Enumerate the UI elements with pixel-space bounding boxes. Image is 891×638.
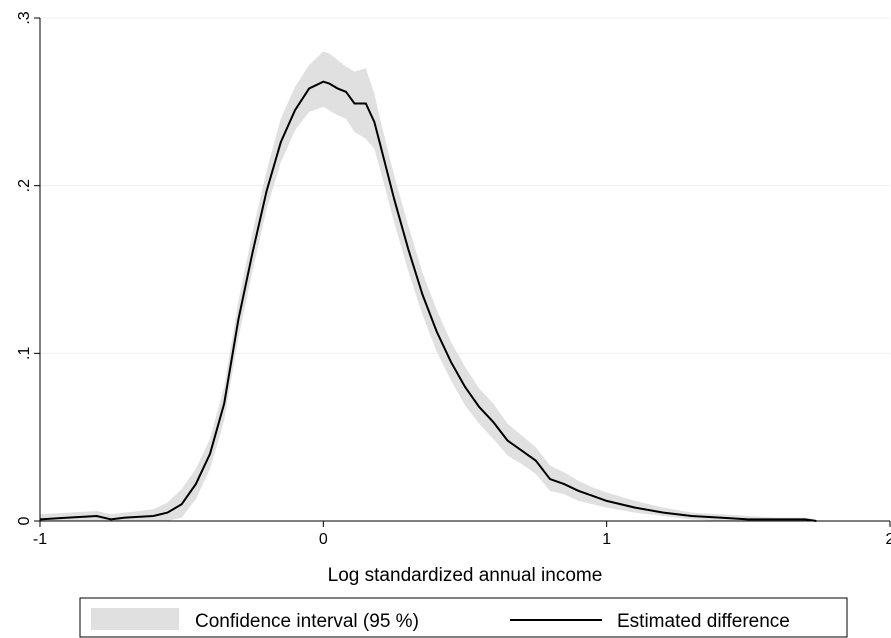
x-axis-title: Log standardized annual income — [328, 565, 603, 586]
legend-ci-label: Confidence interval (95 %) — [195, 611, 419, 632]
legend-box — [79, 597, 848, 638]
x-tick-label: 1 — [602, 531, 611, 548]
y-tick-label: 0 — [16, 516, 33, 525]
x-tick-label: -1 — [33, 531, 47, 548]
x-tick-label: 0 — [319, 531, 328, 548]
y-tick-label: .2 — [16, 179, 33, 192]
gridlines — [40, 17, 890, 354]
y-ticks: 0 .1 .2 .3 — [16, 11, 40, 525]
estimate-line-group — [39, 80, 817, 522]
x-ticks: -1 0 1 2 — [33, 521, 891, 548]
estimated-difference-line — [39, 80, 817, 522]
y-tick-label: .1 — [16, 347, 33, 360]
axes — [39, 18, 890, 522]
y-tick-label: .3 — [16, 11, 33, 24]
legend: Confidence interval (95 %) Estimated dif… — [79, 597, 848, 638]
legend-ci-swatch — [91, 608, 179, 630]
confidence-band — [40, 51, 817, 521]
legend-estimate-label: Estimated difference — [617, 611, 790, 632]
x-tick-label: 2 — [886, 531, 891, 548]
confidence-interval-band — [40, 51, 817, 521]
